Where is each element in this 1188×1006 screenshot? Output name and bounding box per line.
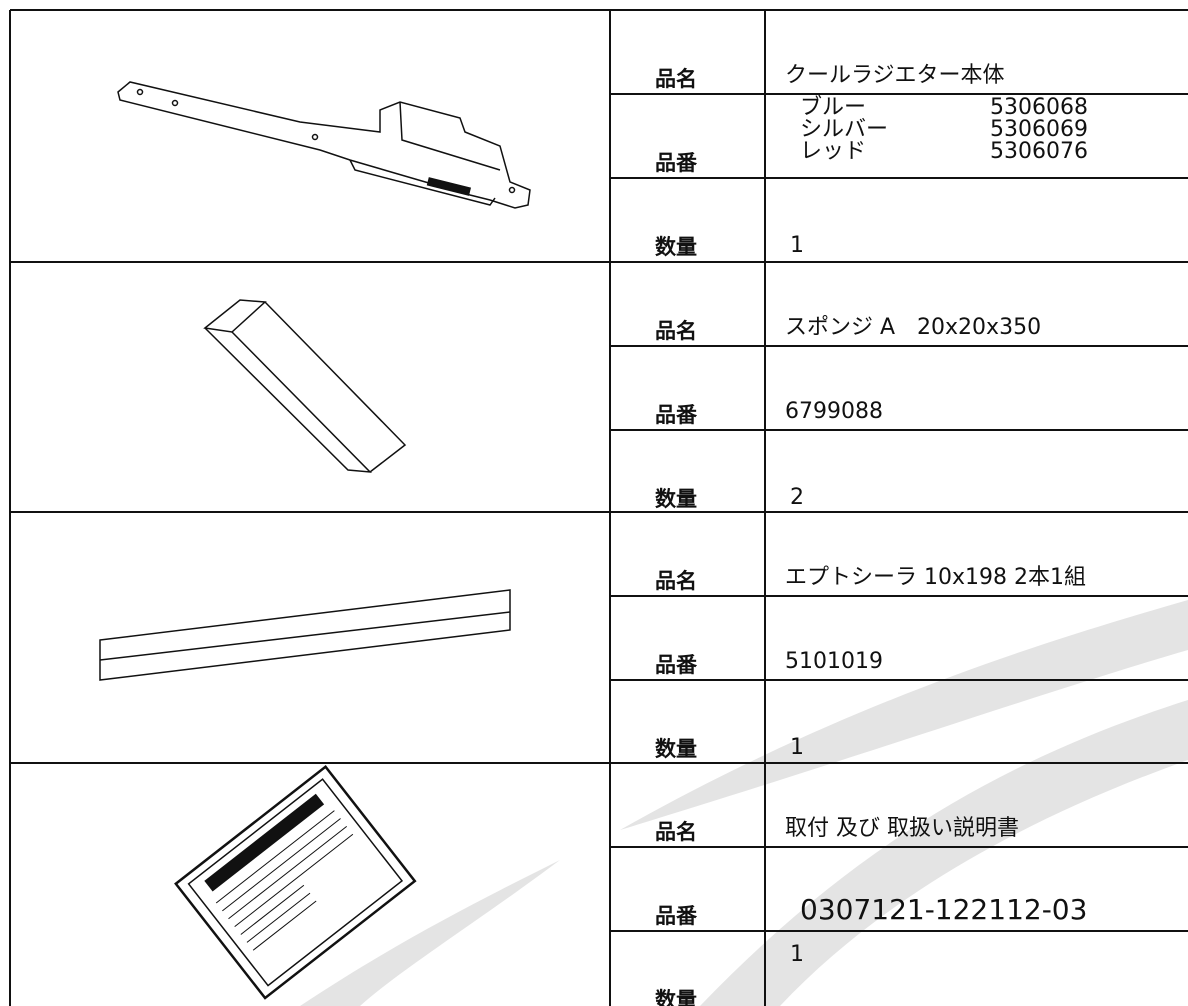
bracket-illustration <box>117 81 531 209</box>
field-label: 品名 <box>655 820 697 844</box>
variant-color: レッド <box>800 139 866 164</box>
variant-color: ブルー <box>800 95 866 120</box>
field-label: 品番 <box>655 904 698 928</box>
field-label: 数量 <box>655 235 697 259</box>
item-code: 6799088 <box>785 399 883 424</box>
variant-code: 5306076 <box>990 139 1088 164</box>
item-code: 5101019 <box>785 649 883 674</box>
background-swoosh <box>300 600 1188 1006</box>
field-label: 数量 <box>655 737 697 761</box>
sealer-illustration <box>99 589 511 681</box>
field-label: 品名 <box>655 569 697 593</box>
field-label: 品番 <box>655 653 698 677</box>
item-code: 0307121-122112-03 <box>800 893 1087 926</box>
variant-color: シルバー <box>800 117 888 142</box>
field-label: 品番 <box>655 403 698 427</box>
field-label: 品名 <box>655 319 697 343</box>
field-label: 数量 <box>655 487 697 511</box>
item-qty: 2 <box>790 485 804 510</box>
item-name: エプトシーラ 10x198 2本1組 <box>785 565 1086 590</box>
item-qty: 1 <box>790 735 804 760</box>
item-name: クールラジエター本体 <box>785 63 1005 88</box>
item-name: 取付 及び 取扱い説明書 <box>785 816 1019 841</box>
variant-code: 5306069 <box>990 117 1088 142</box>
field-label: 数量 <box>655 988 697 1006</box>
field-label: 品番 <box>655 151 698 175</box>
variant-code: 5306068 <box>990 95 1088 120</box>
sponge-illustration <box>203 299 407 473</box>
item-qty: 1 <box>790 233 804 258</box>
item-qty: 1 <box>790 942 804 967</box>
field-label: 品名 <box>655 67 697 91</box>
manual-illustration <box>174 765 417 1000</box>
item-name: スポンジ A 20x20x350 <box>785 315 1041 340</box>
